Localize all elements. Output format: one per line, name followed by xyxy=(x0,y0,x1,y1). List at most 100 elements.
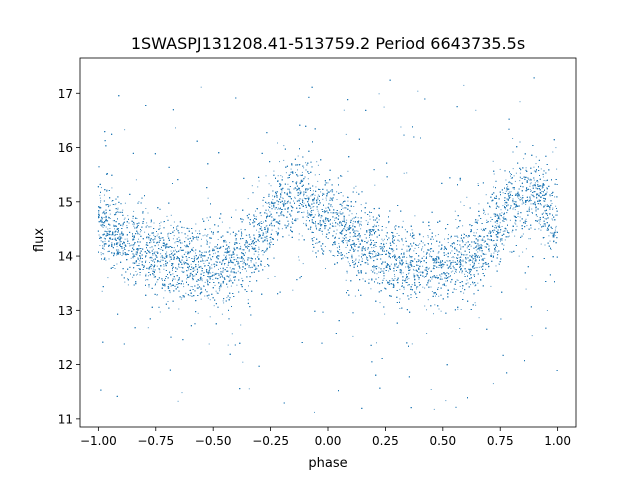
data-point xyxy=(251,246,253,248)
data-point xyxy=(219,288,221,290)
data-point xyxy=(502,192,504,194)
data-point xyxy=(188,269,190,271)
data-point xyxy=(102,234,104,236)
data-point xyxy=(371,247,373,249)
data-point xyxy=(107,277,109,279)
data-point xyxy=(459,240,461,242)
data-point xyxy=(248,285,249,287)
data-point xyxy=(391,278,393,279)
data-point xyxy=(323,219,325,221)
data-point xyxy=(455,249,457,250)
data-point xyxy=(248,266,250,268)
data-point xyxy=(145,208,147,209)
data-point xyxy=(440,276,442,278)
data-point xyxy=(427,235,429,236)
data-point xyxy=(437,234,439,235)
data-point xyxy=(104,240,106,242)
data-point xyxy=(226,231,228,233)
data-point xyxy=(433,313,434,315)
data-point xyxy=(553,232,555,234)
data-point xyxy=(488,232,490,234)
data-point xyxy=(399,260,401,262)
data-point xyxy=(121,237,123,239)
data-point xyxy=(529,183,531,185)
data-point xyxy=(266,238,268,240)
data-point xyxy=(282,198,284,200)
data-point xyxy=(185,237,187,239)
data-point xyxy=(298,256,300,258)
data-point xyxy=(443,249,445,251)
data-point xyxy=(117,207,119,209)
data-point xyxy=(435,260,436,262)
data-point xyxy=(431,278,433,280)
data-point xyxy=(467,282,469,284)
data-point xyxy=(316,202,318,204)
data-point xyxy=(393,250,395,252)
data-point xyxy=(174,278,176,280)
data-point xyxy=(200,298,202,300)
data-point xyxy=(536,215,538,217)
data-point xyxy=(265,231,267,233)
data-point xyxy=(324,228,326,230)
data-point xyxy=(395,263,397,264)
data-point xyxy=(454,272,455,274)
data-point xyxy=(422,236,424,238)
data-point xyxy=(310,207,312,209)
data-point xyxy=(474,255,475,257)
data-point xyxy=(217,239,219,240)
data-point xyxy=(312,190,314,192)
data-point xyxy=(149,234,151,236)
data-point xyxy=(390,263,392,265)
data-point xyxy=(499,222,501,224)
data-point xyxy=(422,271,424,273)
data-point xyxy=(535,170,537,172)
data-point xyxy=(424,305,426,307)
data-point xyxy=(302,179,304,181)
data-point xyxy=(356,191,358,193)
data-point xyxy=(346,253,348,255)
data-point xyxy=(285,172,287,174)
data-point xyxy=(378,271,380,273)
data-point xyxy=(546,310,548,311)
data-point xyxy=(136,218,138,219)
data-point xyxy=(342,202,344,204)
data-point xyxy=(232,252,234,254)
data-point xyxy=(454,210,456,212)
data-point xyxy=(114,268,116,269)
data-point xyxy=(434,268,435,270)
data-point xyxy=(127,278,129,280)
data-point xyxy=(457,308,459,310)
data-point xyxy=(175,241,177,243)
data-point xyxy=(160,221,162,223)
data-point xyxy=(535,184,536,186)
data-point xyxy=(312,209,314,211)
data-point xyxy=(419,285,421,286)
data-point xyxy=(517,211,519,213)
data-point xyxy=(118,236,120,238)
data-point xyxy=(203,263,205,264)
data-point xyxy=(183,227,185,229)
data-point xyxy=(111,200,113,202)
data-point xyxy=(431,248,433,250)
data-point xyxy=(460,201,462,203)
data-point xyxy=(289,190,290,192)
data-point xyxy=(325,207,327,209)
data-point xyxy=(447,260,449,262)
data-point xyxy=(238,257,240,259)
data-point xyxy=(240,228,242,230)
data-point xyxy=(178,236,180,238)
data-point xyxy=(214,272,216,274)
data-point xyxy=(237,270,239,272)
data-point xyxy=(541,196,543,198)
data-point xyxy=(385,242,387,244)
data-point xyxy=(105,234,107,236)
data-point xyxy=(173,256,175,258)
data-point xyxy=(295,172,296,174)
data-point xyxy=(315,242,316,244)
data-point xyxy=(257,238,259,240)
data-point xyxy=(478,203,480,205)
data-point xyxy=(361,253,363,255)
data-point xyxy=(226,297,228,299)
data-point xyxy=(168,254,170,256)
